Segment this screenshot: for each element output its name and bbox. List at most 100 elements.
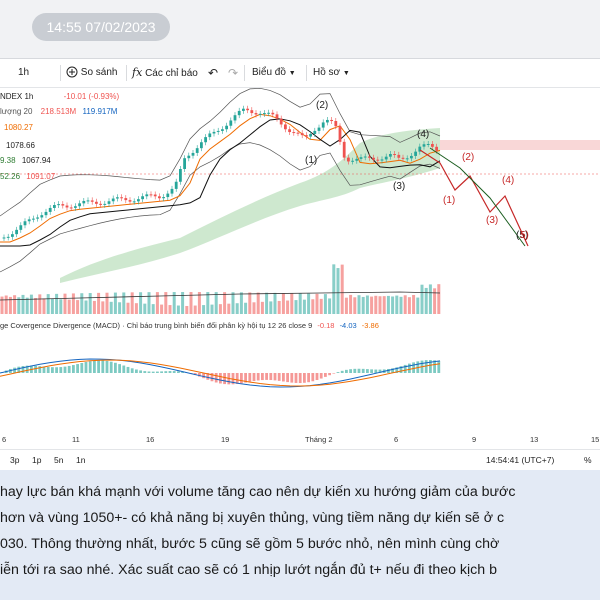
macd-histogram-bar <box>219 373 222 384</box>
volume-bar <box>134 303 138 314</box>
range-button[interactable]: 1n <box>76 455 86 465</box>
macd-histogram-bar <box>332 373 336 374</box>
macd-histogram-bar <box>240 373 243 384</box>
chart-type-button[interactable]: Biểu đồ ▼ <box>252 59 296 87</box>
candle <box>179 169 182 182</box>
projection-path <box>419 147 529 247</box>
macd-histogram-bar <box>277 373 281 381</box>
macd-histogram-bar <box>72 365 75 373</box>
indicators-button[interactable]: fx Các chỉ báo <box>132 59 198 87</box>
volume-bar <box>307 293 311 314</box>
volume-bar <box>412 294 416 314</box>
legend-row-5: 9.38 1067.94 <box>0 156 51 165</box>
bollinger-lower <box>0 142 441 273</box>
volume-bar <box>101 301 105 314</box>
volume-bar <box>311 299 315 314</box>
candle <box>418 146 422 152</box>
macd-chart[interactable] <box>0 333 600 429</box>
profile-button[interactable]: Hồ sơ ▼ <box>313 59 350 87</box>
volume-bar <box>130 292 134 314</box>
range-button[interactable]: 3p <box>10 455 20 465</box>
candle <box>355 158 359 161</box>
candle <box>229 120 233 126</box>
interval-button[interactable]: 1h <box>18 67 30 78</box>
candle <box>200 142 203 149</box>
time-axis-tick: 19 <box>221 435 230 444</box>
macd-histogram-bar <box>286 373 289 383</box>
redo-icon[interactable]: ↷ <box>228 66 239 80</box>
macd-histogram-bar <box>214 373 218 383</box>
macd-histogram-bar <box>147 371 151 373</box>
candle <box>90 200 94 202</box>
compare-button[interactable]: So sánh <box>66 59 117 87</box>
volume-bar <box>256 292 260 314</box>
macd-histogram-bar <box>340 370 344 373</box>
macd-histogram-bar <box>80 363 84 373</box>
macd-histogram-bar <box>256 373 260 381</box>
volume-bar <box>34 298 38 314</box>
candle <box>246 108 249 111</box>
range-button[interactable]: 5n <box>54 455 64 465</box>
legend-row-4: 1078.66 <box>6 141 35 150</box>
volume-bar <box>168 305 172 314</box>
chart-widget[interactable]: 1h So sánh fx Các chỉ báo ↶ ↷ Biểu đồ ▼ … <box>0 58 600 471</box>
plus-circle-icon <box>66 66 78 78</box>
volume-bar <box>55 293 59 314</box>
volume-bar <box>147 292 151 314</box>
volume-bar <box>407 297 411 314</box>
volume-bar <box>218 304 222 314</box>
time-axis[interactable]: 6 11 16 19 Tháng 2 6 9 13 15 <box>0 433 600 447</box>
chart-toolbar: 1h So sánh fx Các chỉ báo ↶ ↷ Biểu đồ ▼ … <box>0 59 600 88</box>
percent-toggle[interactable]: % <box>584 455 592 465</box>
volume-bar <box>67 299 71 314</box>
macd-histogram-bar <box>55 367 58 373</box>
volume-bar <box>17 297 21 314</box>
candle <box>351 160 354 162</box>
macd-histogram-bar <box>282 373 285 382</box>
macd-line <box>0 358 441 388</box>
candle <box>204 137 207 143</box>
undo-icon[interactable]: ↶ <box>208 66 219 80</box>
macd-histogram-bar <box>433 360 436 373</box>
range-button[interactable]: 1p <box>32 455 42 465</box>
volume-bar <box>391 296 395 314</box>
macd-histogram-bar <box>130 368 134 373</box>
macd-histogram-bar <box>143 371 147 373</box>
price-chart[interactable]: (2) (1) (4) (3) (2) (1) (4) (3) (5) 5) <box>0 88 600 320</box>
macd-histogram-bar <box>59 367 63 373</box>
macd-histogram-bar <box>315 373 319 381</box>
macd-histogram-bar <box>336 372 340 373</box>
volume-bar <box>315 293 319 314</box>
candle <box>338 126 342 142</box>
macd-histogram-bar <box>408 363 411 373</box>
cloud-area <box>60 128 440 283</box>
volume-bar <box>323 294 327 314</box>
volume-bar <box>357 295 361 314</box>
volume-bar <box>231 292 235 314</box>
candle <box>237 110 241 116</box>
volume-bar <box>105 292 109 314</box>
candle <box>162 197 165 199</box>
macd-histogram-bar <box>38 366 42 373</box>
macd-histogram-bar <box>429 360 432 373</box>
macd-histogram-bar <box>403 364 407 373</box>
volume-bar <box>21 294 25 314</box>
macd-histogram-bar <box>93 360 96 373</box>
macd-histogram-bar <box>139 370 142 373</box>
candle <box>195 148 199 153</box>
time-axis-tick: 6 <box>2 435 7 444</box>
clock-readout[interactable]: 14:54:41 (UTC+7) <box>486 455 555 465</box>
volume-bar <box>265 292 269 314</box>
candle <box>132 201 136 203</box>
macd-histogram-bar <box>366 369 369 373</box>
macd-histogram-bar <box>345 369 348 373</box>
timestamp-badge: 14:55 07/02/2023 <box>32 13 170 41</box>
volume-bar <box>189 292 193 314</box>
volume-bar <box>340 264 344 314</box>
volume-bar <box>88 293 92 314</box>
candle <box>258 113 262 115</box>
volume-bars <box>0 264 441 314</box>
candle <box>174 181 178 189</box>
volume-bar <box>235 303 239 314</box>
chevron-down-icon: ▼ <box>288 70 296 77</box>
